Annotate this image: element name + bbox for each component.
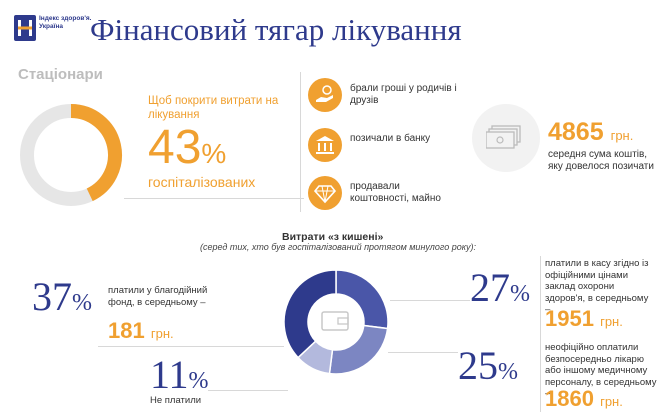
diamond-icon [308, 176, 342, 210]
charity-label: платили у благодійний фонд, в середньому… [108, 285, 208, 308]
donut-arc [70, 104, 122, 202]
official-label: платили в касу згідно із офіційними ціна… [545, 258, 649, 315]
logo-text: Індекс здоров'я. Україна [39, 15, 92, 30]
amount-unit: грн. [600, 314, 623, 329]
not-paid-percent: 11% [150, 355, 209, 401]
lead-text: Щоб покрити витрати на лікування [148, 95, 279, 121]
amount-value: 1951 [545, 306, 594, 331]
icon-column-divider [300, 72, 301, 212]
percent-sign: % [201, 138, 227, 169]
sum-label: середня сума коштів, яку довелося позича… [548, 149, 654, 172]
percent-sign: % [498, 359, 518, 385]
logo-mark [14, 15, 36, 41]
informal-percent: 25% [458, 346, 518, 392]
donut-segment-37 [283, 269, 337, 359]
divider [124, 198, 304, 199]
divider [540, 342, 541, 412]
divider [208, 390, 288, 391]
official-amount: 1951 грн. [545, 306, 623, 332]
source-label-2: позичали в банку [350, 133, 431, 144]
banknote-icon [486, 125, 521, 149]
donut-segment-25 [328, 324, 389, 375]
percent-value: 11 [150, 352, 189, 397]
hospitalized-label: госпіталізованих [148, 174, 256, 190]
logo-icon [18, 20, 32, 36]
page-title: Фінансовий тягар лікування [90, 12, 462, 47]
amount-value: 181 [108, 318, 145, 343]
bank-icon [308, 128, 342, 162]
amount-unit: грн. [600, 394, 623, 409]
percent-sign: % [510, 281, 530, 307]
sum-value: 4865 [548, 118, 604, 146]
percent-sign: % [188, 368, 209, 394]
amount-value: 1860 [545, 386, 594, 411]
sum-unit: грн. [610, 128, 634, 143]
percent-sign: % [72, 290, 92, 316]
informal-label: неофіційно оплатили безпосередньо лікарю… [545, 342, 657, 399]
section-title: Стаціонари [18, 66, 103, 83]
source-label-3: продавали коштовності, майно [350, 181, 441, 204]
donut-segment-27 [335, 269, 389, 330]
not-paid-label: Не платили [150, 395, 202, 406]
out-of-pocket-title: Витрати «з кишені» [282, 231, 384, 243]
out-of-pocket-subtitle: (серед тих, хто був госпіталізований про… [200, 242, 476, 252]
percent-value: 43 [148, 121, 202, 174]
divider [98, 346, 284, 347]
hospitalized-donut [20, 104, 122, 206]
pocket-donut [283, 269, 389, 375]
informal-amount: 1860 грн. [545, 386, 623, 412]
charity-amount: 181 грн. [108, 318, 174, 344]
hospitalized-percent: 43% [148, 124, 226, 178]
charity-percent: 37% [32, 277, 92, 323]
amount-unit: грн. [150, 326, 174, 341]
percent-value: 37 [32, 274, 72, 319]
percent-value: 27 [470, 265, 510, 310]
wallet-icon [321, 311, 349, 331]
percent-value: 25 [458, 343, 498, 388]
official-percent: 27% [470, 268, 530, 314]
borrowed-sum: 4865 грн. [548, 118, 633, 147]
source-label-1: брали гроші у родичів і друзів [350, 83, 457, 106]
hand-money-icon [308, 78, 342, 112]
divider [388, 352, 458, 353]
divider [540, 256, 541, 346]
divider [390, 300, 470, 301]
